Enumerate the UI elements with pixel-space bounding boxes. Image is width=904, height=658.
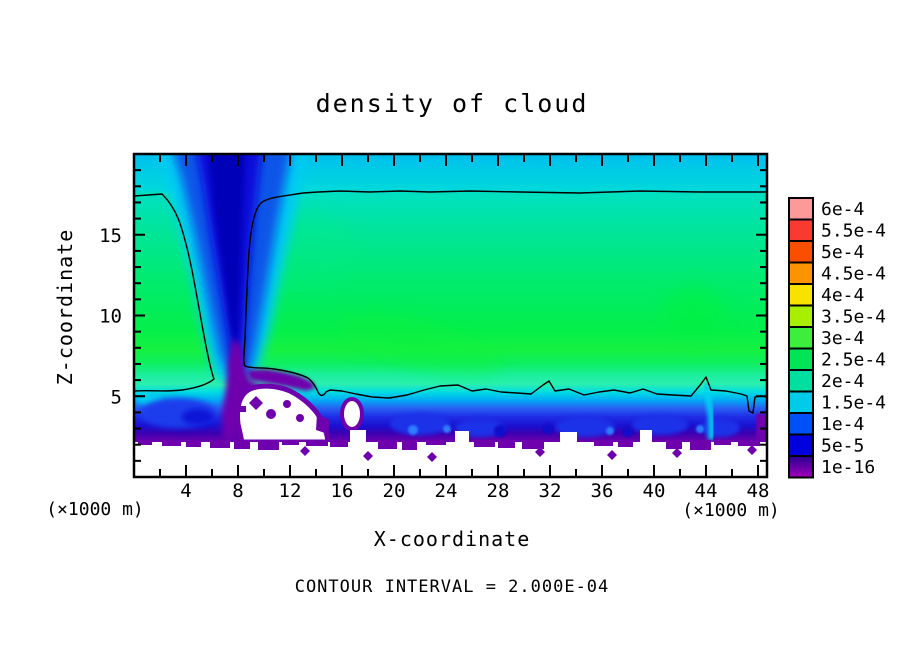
colorbar-cell bbox=[788, 197, 814, 221]
colorbar-cell bbox=[788, 326, 814, 350]
colorbar-label: 5e-4 bbox=[821, 242, 864, 263]
purple-fringe-tooth bbox=[522, 440, 544, 449]
colorbar-label: 1e-4 bbox=[821, 414, 864, 435]
purple-fringe-tooth bbox=[330, 440, 348, 447]
x-unit-right: (×1000 m) bbox=[682, 500, 780, 521]
x-tick-label: 12 bbox=[279, 480, 302, 502]
colorbar-label: 3e-4 bbox=[821, 328, 864, 349]
x-tick-label: 44 bbox=[695, 480, 718, 502]
purple-speckle bbox=[363, 451, 373, 461]
x-axis-label: X-coordinate bbox=[374, 527, 531, 551]
purple-fringe-tooth bbox=[306, 440, 328, 446]
purple-fringe-tooth bbox=[234, 440, 250, 449]
x-tick-label: 28 bbox=[487, 480, 510, 502]
colorbar-cell bbox=[788, 240, 814, 264]
colorbar-label: 5.5e-4 bbox=[821, 220, 886, 241]
colorbar-cell bbox=[788, 390, 814, 414]
contour-right-cell bbox=[243, 190, 767, 414]
purple-fringe-tooth bbox=[402, 440, 417, 450]
colorbar-cell bbox=[788, 433, 814, 457]
purple-fringe-tooth bbox=[618, 440, 633, 447]
axis-ticks bbox=[135, 155, 766, 476]
purple-fringe-tooth bbox=[138, 440, 152, 445]
y-tick-labels: 5 10 15 bbox=[99, 225, 122, 409]
colorbar-cell bbox=[788, 304, 814, 328]
colorbar-label: 2.5e-4 bbox=[821, 349, 886, 370]
colorbar-label: 5e-5 bbox=[821, 435, 864, 456]
colorbar-label: 2e-4 bbox=[821, 371, 864, 392]
colorbar-cell bbox=[788, 455, 814, 479]
colorbar-label: 1e-16 bbox=[821, 457, 875, 478]
colorbar-cell bbox=[788, 369, 814, 393]
colorbar-label: 4.5e-4 bbox=[821, 263, 886, 284]
purple-fringe bbox=[138, 440, 760, 462]
purple-fringe-tooth bbox=[738, 440, 760, 446]
x-tick-label: 8 bbox=[232, 480, 243, 502]
x-tick-labels: 4 8 12 16 20 24 28 32 36 40 44 48 bbox=[180, 480, 769, 502]
x-tick-label: 24 bbox=[435, 480, 458, 502]
cyan-notch-streak bbox=[703, 383, 715, 441]
z-tick-label: 15 bbox=[99, 225, 122, 247]
z-tick-label: 5 bbox=[111, 386, 122, 408]
plot-area bbox=[134, 154, 767, 477]
contour-lines-2e-4 bbox=[134, 190, 767, 414]
purple-speckle bbox=[607, 450, 617, 460]
purple-fringe-tooth bbox=[690, 440, 711, 450]
cloud-free-hole bbox=[235, 383, 364, 445]
colorbar-label: 1.5e-4 bbox=[821, 392, 886, 413]
purple-fringe-tooth bbox=[282, 440, 299, 445]
x-tick-label: 20 bbox=[383, 480, 406, 502]
purple-fringe-tooth bbox=[162, 440, 181, 446]
purple-fringe-tooth bbox=[474, 440, 495, 447]
colorbar-cell bbox=[788, 283, 814, 307]
x-unit-left: (×1000 m) bbox=[46, 499, 144, 520]
contour-left-cell bbox=[134, 193, 215, 392]
purple-fringe-tooth bbox=[210, 440, 230, 448]
colorbar-label: 4e-4 bbox=[821, 285, 864, 306]
plume-purple-core bbox=[222, 338, 316, 442]
purple-speckle bbox=[672, 448, 682, 458]
colorbar-cell bbox=[788, 347, 814, 371]
colorbar-cell bbox=[788, 412, 814, 436]
x-tick-label: 16 bbox=[331, 480, 354, 502]
purple-fringe-tooth bbox=[258, 440, 279, 450]
purple-speckle bbox=[535, 447, 545, 457]
purple-fringe-tooth bbox=[498, 440, 515, 448]
purple-fringe-tooth bbox=[666, 440, 682, 449]
purple-speckle bbox=[427, 452, 437, 462]
chart-title: density of cloud bbox=[316, 89, 589, 118]
purple-fringe-tooth bbox=[186, 440, 201, 447]
x-tick-label: 48 bbox=[747, 480, 770, 502]
colorbar-cell bbox=[788, 261, 814, 285]
x-tick-label: 40 bbox=[643, 480, 666, 502]
contour-interval-caption: CONTOUR INTERVAL = 2.000E-04 bbox=[295, 577, 610, 597]
purple-fringe-tooth bbox=[426, 440, 446, 445]
downdraft-plume bbox=[159, 154, 307, 384]
x-tick-label: 32 bbox=[539, 480, 562, 502]
purple-speckle bbox=[747, 445, 757, 455]
colorbar-cell bbox=[788, 218, 814, 242]
purple-fringe-tooth bbox=[378, 440, 397, 449]
x-tick-label: 36 bbox=[591, 480, 614, 502]
z-tick-label: 10 bbox=[99, 306, 122, 328]
colorbar-label: 3.5e-4 bbox=[821, 306, 886, 327]
purple-fringe-tooth bbox=[594, 440, 613, 446]
colorbar bbox=[788, 197, 814, 479]
z-axis-label: Z-coordinate bbox=[53, 229, 77, 386]
colorbar-labels: 6e-45.5e-45e-44.5e-44e-43.5e-43e-42.5e-4… bbox=[821, 199, 886, 478]
colorbar-label: 6e-4 bbox=[821, 199, 864, 220]
purple-speckle bbox=[300, 446, 310, 456]
plot-frame bbox=[132, 152, 769, 479]
x-tick-label: 4 bbox=[180, 480, 191, 502]
purple-fringe-tooth bbox=[714, 440, 731, 445]
strip-white-gaps bbox=[350, 430, 652, 443]
